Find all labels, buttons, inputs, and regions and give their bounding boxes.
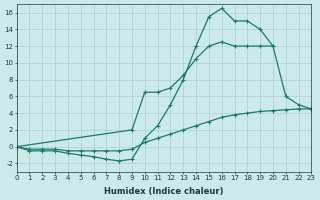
X-axis label: Humidex (Indice chaleur): Humidex (Indice chaleur) <box>104 187 224 196</box>
